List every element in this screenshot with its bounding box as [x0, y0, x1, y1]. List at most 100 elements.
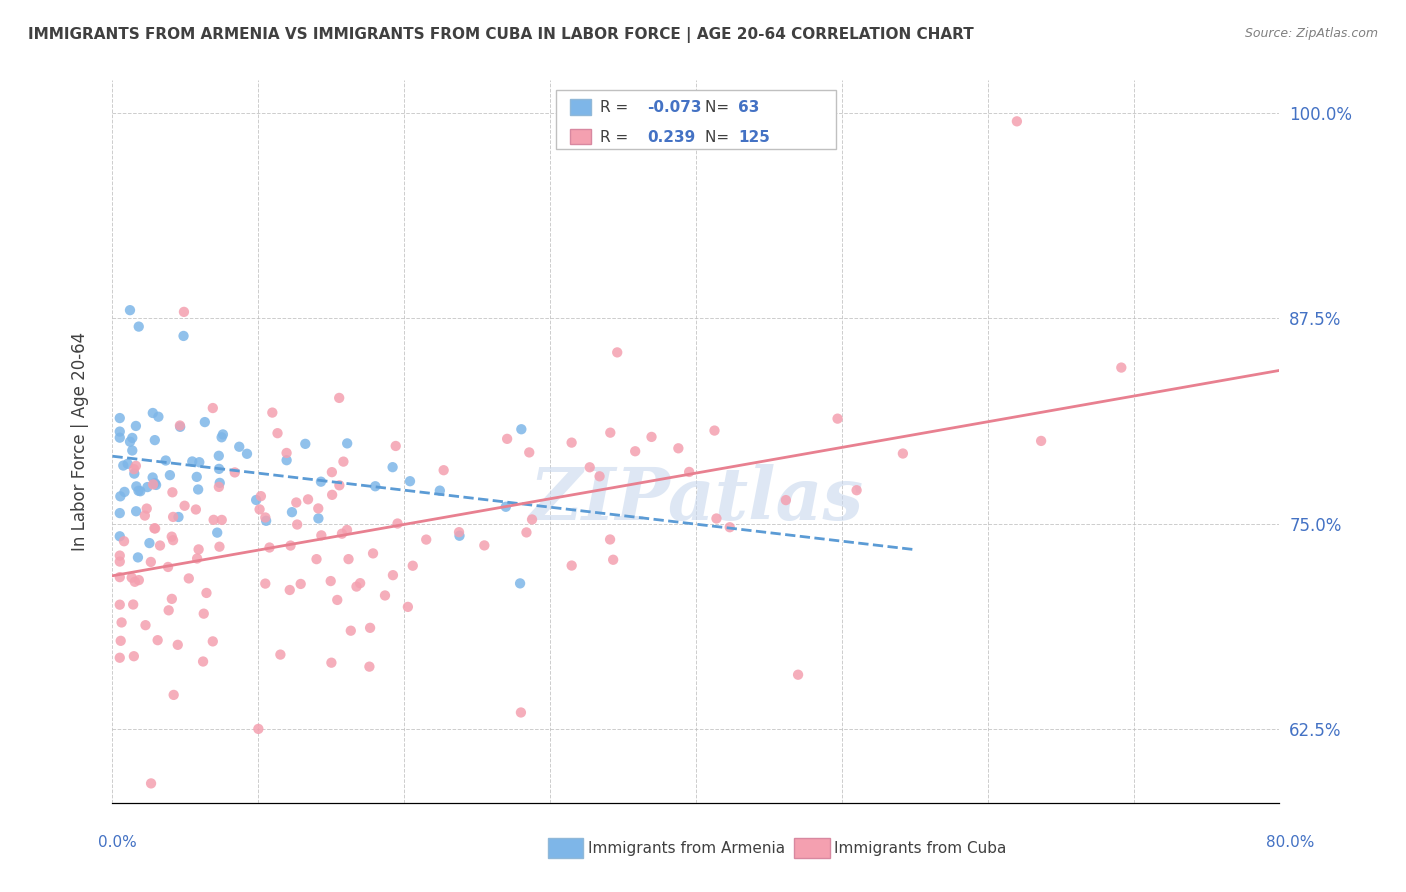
Point	[194, 415, 217, 429]
Text: Source: ZipAtlas.com: Source: ZipAtlas.com	[1244, 27, 1378, 40]
Point	[449, 529, 471, 543]
Point	[340, 624, 363, 638]
Point	[129, 484, 152, 499]
Point	[307, 501, 329, 516]
Point	[602, 553, 624, 567]
Point	[173, 329, 195, 343]
Point	[155, 453, 177, 467]
Point	[561, 558, 583, 573]
Point	[121, 431, 143, 445]
Point	[143, 521, 166, 535]
Point	[121, 571, 143, 585]
Point	[415, 533, 437, 547]
Text: Immigrants from Cuba: Immigrants from Cuba	[834, 841, 1007, 855]
Point	[254, 576, 277, 591]
Point	[110, 633, 132, 648]
Point	[121, 443, 143, 458]
Point	[599, 425, 621, 440]
Point	[195, 586, 218, 600]
Point	[112, 534, 135, 549]
Point	[124, 467, 146, 481]
Point	[208, 475, 231, 490]
Point	[143, 521, 166, 535]
Point	[328, 478, 350, 492]
Point	[188, 455, 211, 469]
Point	[321, 488, 343, 502]
Point	[122, 598, 145, 612]
Point	[359, 659, 381, 673]
Point	[228, 440, 250, 454]
Text: 63: 63	[738, 100, 759, 115]
Point	[117, 457, 139, 471]
Point	[162, 485, 184, 500]
Text: 0.239: 0.239	[647, 129, 695, 145]
Point	[212, 427, 235, 442]
Point	[588, 469, 610, 483]
Text: Immigrants from Armenia: Immigrants from Armenia	[588, 841, 785, 855]
Point	[309, 475, 332, 489]
Point	[118, 303, 141, 318]
Point	[515, 525, 537, 540]
Point	[891, 446, 914, 460]
Point	[1029, 434, 1052, 448]
Point	[118, 434, 141, 449]
Point	[433, 463, 456, 477]
Point	[361, 546, 384, 560]
Point	[297, 492, 319, 507]
Text: ZIPatlas: ZIPatlas	[529, 464, 863, 535]
Point	[245, 493, 267, 508]
Point	[157, 560, 180, 574]
Point	[495, 500, 517, 514]
Point	[496, 432, 519, 446]
Point	[606, 345, 628, 359]
Text: IMMIGRANTS FROM ARMENIA VS IMMIGRANTS FROM CUBA IN LABOR FORCE | AGE 20-64 CORRE: IMMIGRANTS FROM ARMENIA VS IMMIGRANTS FR…	[28, 27, 974, 43]
Point	[110, 615, 132, 630]
Point	[114, 484, 136, 499]
Point	[269, 648, 291, 662]
Point	[108, 650, 131, 665]
Point	[640, 430, 662, 444]
Point	[135, 501, 157, 516]
Point	[472, 538, 495, 552]
Point	[578, 460, 600, 475]
Point	[561, 435, 583, 450]
Point	[186, 551, 208, 566]
Text: N=: N=	[706, 100, 734, 115]
Point	[718, 520, 741, 534]
Point	[262, 406, 284, 420]
Point	[319, 574, 342, 588]
Point	[162, 533, 184, 548]
Point	[142, 470, 165, 484]
Point	[187, 542, 209, 557]
Point	[134, 618, 156, 632]
Point	[112, 458, 135, 473]
Y-axis label: In Labor Force | Age 20-64: In Labor Force | Age 20-64	[70, 332, 89, 551]
Point	[294, 437, 316, 451]
Point	[142, 477, 165, 491]
Point	[184, 502, 207, 516]
Point	[326, 593, 349, 607]
Point	[128, 319, 150, 334]
Point	[139, 776, 162, 790]
Point	[845, 483, 868, 498]
Point	[177, 571, 200, 585]
Point	[166, 638, 188, 652]
Point	[387, 516, 409, 531]
Point	[364, 479, 387, 493]
Point	[624, 444, 647, 458]
Point	[336, 436, 359, 450]
Point	[108, 529, 131, 543]
Point	[281, 505, 304, 519]
Point	[193, 607, 215, 621]
Point	[336, 523, 359, 537]
Point	[139, 555, 162, 569]
Point	[328, 391, 350, 405]
Point	[167, 510, 190, 524]
Point	[108, 570, 131, 584]
Point	[145, 478, 167, 492]
Point	[157, 603, 180, 617]
Point	[143, 476, 166, 491]
Point	[108, 598, 131, 612]
Point	[276, 453, 298, 467]
Text: 125: 125	[738, 129, 770, 145]
